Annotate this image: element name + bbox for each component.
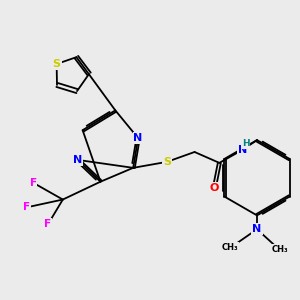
- Text: N: N: [73, 155, 82, 165]
- Text: N: N: [134, 133, 143, 143]
- Text: N: N: [252, 224, 262, 234]
- Text: F: F: [44, 219, 52, 229]
- Text: CH₃: CH₃: [272, 244, 289, 253]
- Text: H: H: [242, 139, 250, 148]
- Text: F: F: [22, 202, 30, 212]
- Text: S: S: [163, 157, 171, 167]
- Text: S: S: [52, 59, 61, 69]
- Text: N: N: [238, 145, 247, 155]
- Text: CH₃: CH₃: [221, 243, 238, 252]
- Text: F: F: [29, 178, 37, 188]
- Text: O: O: [210, 183, 219, 193]
